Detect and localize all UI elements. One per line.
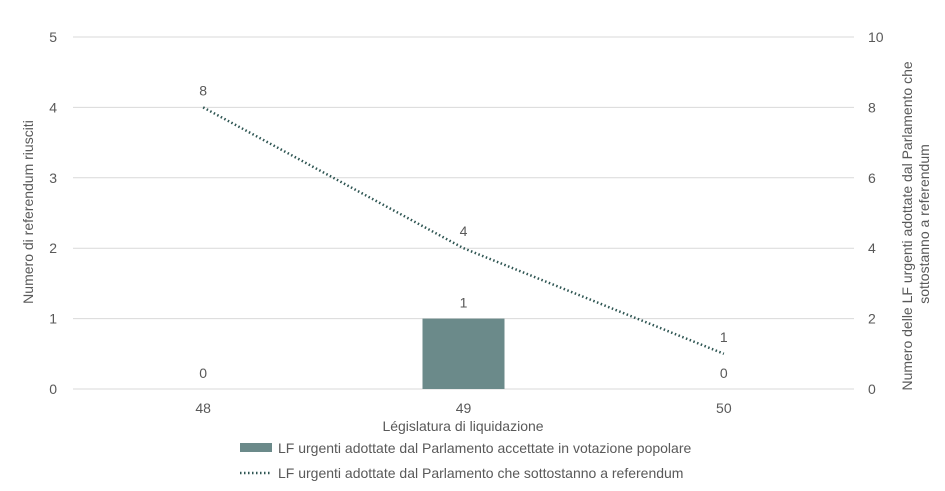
y2-tick-label: 6 [868, 170, 876, 186]
y2-axis-title: Numero delle LF urgenti adottate dal Par… [899, 57, 932, 390]
y2-tick-label: 8 [868, 99, 876, 115]
bar-data-label: 0 [720, 365, 728, 381]
left-axis-ticks: 0 1 2 3 4 5 [49, 29, 57, 397]
y2-tick-label: 10 [868, 29, 884, 45]
x-tick-label: 50 [716, 400, 732, 416]
legend-bar-label: LF urgenti adottate dal Parlamento accet… [278, 440, 691, 456]
line-data-label: 1 [720, 329, 728, 345]
right-axis-ticks: 0 2 4 6 8 10 [868, 29, 884, 397]
y-tick-label: 5 [49, 29, 57, 45]
line-data-label: 4 [460, 223, 468, 239]
y-tick-label: 4 [49, 99, 57, 115]
y-tick-label: 1 [49, 311, 57, 327]
y2-tick-label: 2 [868, 311, 876, 327]
line-data-label: 8 [199, 82, 207, 98]
bar-data-label: 1 [460, 295, 468, 311]
data-labels: 0 1 0 8 4 1 [199, 82, 728, 381]
bar-data-label: 0 [199, 365, 207, 381]
y-tick-label: 3 [49, 170, 57, 186]
legend: LF urgenti adottate dal Parlamento accet… [240, 440, 691, 481]
y2-tick-label: 0 [868, 381, 876, 397]
y2-axis-title-line1: Numero delle LF urgenti adottate dal Par… [899, 61, 915, 390]
y-axis-title: Numero di referendum riusciti [20, 120, 36, 304]
x-tick-label: 49 [456, 400, 472, 416]
x-axis-title: Législatura di liquidazione [382, 418, 543, 434]
x-tick-label: 48 [195, 400, 211, 416]
legend-bar-swatch [240, 443, 272, 452]
y2-tick-label: 4 [868, 240, 876, 256]
bar-series [422, 318, 505, 389]
y-tick-label: 0 [49, 381, 57, 397]
y2-axis-title-line2: sottostanno a referendum [916, 144, 932, 304]
bar [422, 318, 505, 389]
legend-line-label: LF urgenti adottate dal Parlamento che s… [278, 465, 683, 481]
x-axis-ticks: 48 49 50 [195, 400, 731, 416]
y-tick-label: 2 [49, 240, 57, 256]
